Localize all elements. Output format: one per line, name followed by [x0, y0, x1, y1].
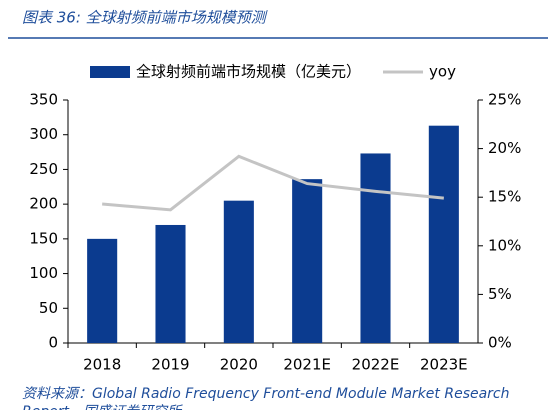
bar [292, 179, 323, 343]
x-tick-label: 2022E [352, 356, 400, 374]
y-tick-label: 150 [29, 229, 58, 247]
bar [155, 224, 186, 343]
y2-tick-label: 0% [488, 334, 512, 352]
chart-title: 图表 36: 全球射频前端市场规模预测 [22, 9, 269, 27]
legend-label: yoy [429, 63, 456, 81]
line [102, 154, 444, 212]
x-tick-label: 2021E [283, 356, 331, 374]
y2-tick-label: 10% [488, 236, 521, 254]
y2-tick-label: 15% [488, 188, 521, 206]
y-tick-label: 100 [29, 264, 58, 282]
y-tick-label: 300 [29, 125, 58, 143]
y-tick-label: 50 [39, 299, 58, 317]
bar [360, 153, 391, 343]
y2-tick-label: 5% [488, 285, 512, 303]
source-note: 资料来源：Global Radio Frequency Front-end Mo… [22, 386, 510, 410]
bar [223, 200, 254, 343]
y2-tick-label: 20% [488, 139, 521, 157]
legend-swatch [90, 66, 130, 78]
bar [87, 238, 118, 343]
y-tick-label: 250 [29, 160, 58, 178]
legend-label: 全球射频前端市场规模（亿美元） [136, 63, 361, 81]
x-tick-label: 2023E [420, 356, 468, 374]
y-tick-label: 350 [29, 91, 58, 109]
x-tick-label: 2019 [151, 356, 189, 374]
y2-tick-label: 25% [488, 91, 521, 109]
chart: 图表 36: 全球射频前端市场规模预测 0 50 100 150 200 250 300 35… [8, 9, 548, 374]
bar [428, 125, 459, 343]
y-tick-label: 200 [29, 195, 58, 213]
y-tick-label: 0 [48, 334, 58, 352]
x-tick-label: 2018 [83, 356, 121, 374]
x-tick-label: 2020 [220, 356, 258, 374]
